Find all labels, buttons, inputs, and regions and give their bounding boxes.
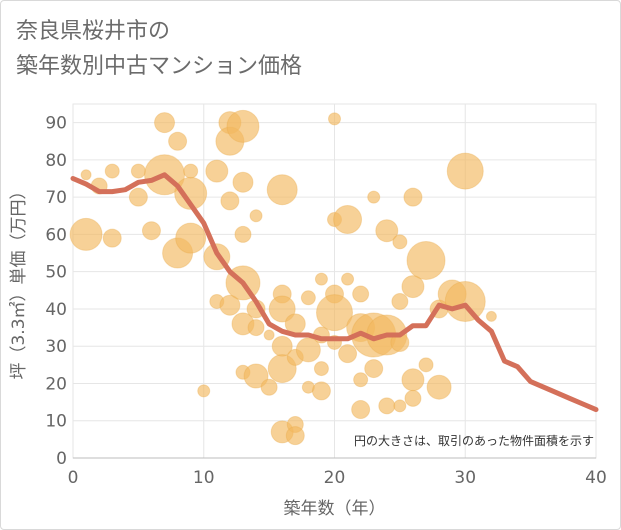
bubble [313,361,329,377]
bubble [268,295,296,323]
bubble [403,187,423,207]
bubble [328,112,341,126]
bubble [367,190,381,204]
x-tick-label: 10 [193,468,215,488]
y-tick-label: 10 [45,412,67,432]
bubble [168,131,188,151]
y-tick-label: 20 [45,374,67,394]
y-tick-labels: 0 10 20 30 40 50 60 70 80 90 [45,114,67,469]
bubble [260,378,278,396]
x-tick-label: 40 [585,468,607,488]
bubble [141,221,161,241]
x-tick-labels: 0 10 20 30 40 [68,468,607,488]
bubble [311,381,331,401]
bubble [444,280,486,322]
bubble [401,368,425,392]
x-tick-label: 20 [324,468,346,488]
bubble [391,292,409,310]
y-tick-label: 50 [45,263,67,283]
bubble [351,400,371,420]
bubble [316,294,353,332]
bubble [352,285,370,303]
bubble [128,187,148,207]
bubble [102,228,122,248]
bubble [249,209,263,223]
bubble [364,359,384,379]
y-tick-label: 70 [45,188,67,208]
y-tick-label: 40 [45,300,67,320]
bubble [263,329,275,341]
y-tick-label: 80 [45,151,67,171]
grid-lines [72,103,597,459]
bubble [220,191,240,211]
bubble [183,163,199,179]
bubble [69,217,103,251]
bubble [300,290,316,306]
bubble [353,372,369,388]
bubble [406,241,446,281]
y-tick-label: 0 [56,449,67,469]
bubble [104,163,120,179]
bubble [375,219,399,243]
bubble [205,159,229,183]
bubble [446,152,484,190]
bubble [418,357,434,373]
bubble [247,319,265,337]
x-tick-label: 0 [68,468,79,488]
bubble [378,397,396,415]
y-tick-label: 30 [45,337,67,357]
bubble [485,310,497,322]
bubble [338,344,358,364]
bubble [285,426,305,446]
bubble [234,225,252,243]
bubble [295,337,321,363]
bubble [175,222,207,254]
size-annotation: 円の大きさは、取引のあった物件面積を示す [354,433,594,448]
bubble [130,163,146,179]
bubble-layer [69,109,497,446]
bubble [219,294,241,316]
bubble [401,275,425,299]
bubble [341,272,355,286]
y-tick-label: 60 [45,225,67,245]
trend-line [70,172,599,413]
bubble [154,112,176,134]
bubble [314,272,328,286]
title-line-2: 築年数別中古マンション価格 [16,54,303,79]
y-tick-label: 90 [45,114,67,134]
bubble [392,234,408,250]
bubble [80,169,92,181]
bubble [404,389,422,407]
chart-title: 奈良県桜井市の 築年数別中古マンション価格 [16,14,302,84]
x-tick-label: 30 [454,468,476,488]
bubble [232,171,254,193]
bubble [426,374,452,400]
title-line-1: 奈良県桜井市の [16,19,171,44]
bubble [226,109,260,143]
x-axis-label: 築年数（年） [284,499,386,519]
bubble [393,399,407,413]
y-axis-label: 坪（3.3㎡）単価（万円） [9,182,29,379]
bubble [243,363,269,389]
bubble [266,174,298,206]
bubble [333,205,363,235]
bubble [197,384,211,398]
